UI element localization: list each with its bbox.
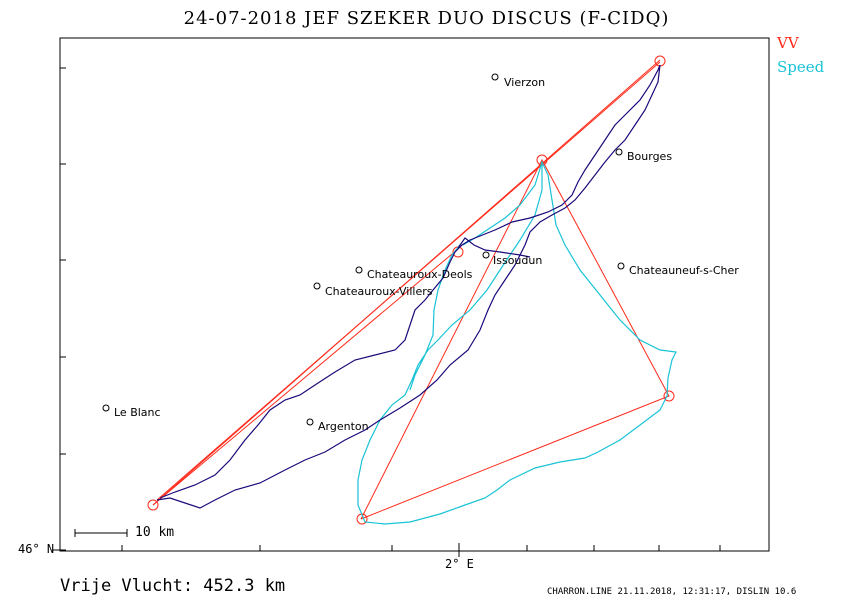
town-vierzon: Vierzon — [504, 76, 545, 89]
town-issoudun: Issoudun — [493, 254, 542, 267]
task-route — [147, 55, 675, 525]
town-chateauroux-deols: Chateauroux-Deols — [367, 268, 473, 281]
town-chateauroux-villers: Chateauroux-Villers — [325, 285, 433, 298]
longitude-label: 2° E — [445, 557, 474, 571]
distance-text: Vrije Vlucht: 452.3 km — [60, 576, 286, 596]
map-frame — [59, 37, 770, 552]
axis-ticks — [52, 67, 721, 557]
scale-bar — [74, 529, 128, 537]
town-bourges: Bourges — [627, 150, 672, 163]
footer-text: CHARRON.LINE 21.11.2018, 12:31:17, DISLI… — [547, 587, 797, 597]
speed-track — [357, 160, 677, 525]
town-markers — [102, 73, 625, 426]
flight-track — [156, 64, 661, 509]
legend-speed: Speed — [777, 58, 825, 76]
town-argenton: Argenton — [318, 420, 369, 433]
map-title: 24-07-2018 JEF SZEKER DUO DISCUS (F-CIDQ… — [183, 8, 670, 29]
town-le-blanc: Le Blanc — [114, 406, 161, 419]
latitude-label: 46° N — [18, 542, 55, 556]
scale-label: 10 km — [135, 525, 175, 540]
legend-vv: VV — [777, 34, 799, 52]
town-chateauneuf-s-cher: Chateauneuf-s-Cher — [629, 264, 739, 277]
